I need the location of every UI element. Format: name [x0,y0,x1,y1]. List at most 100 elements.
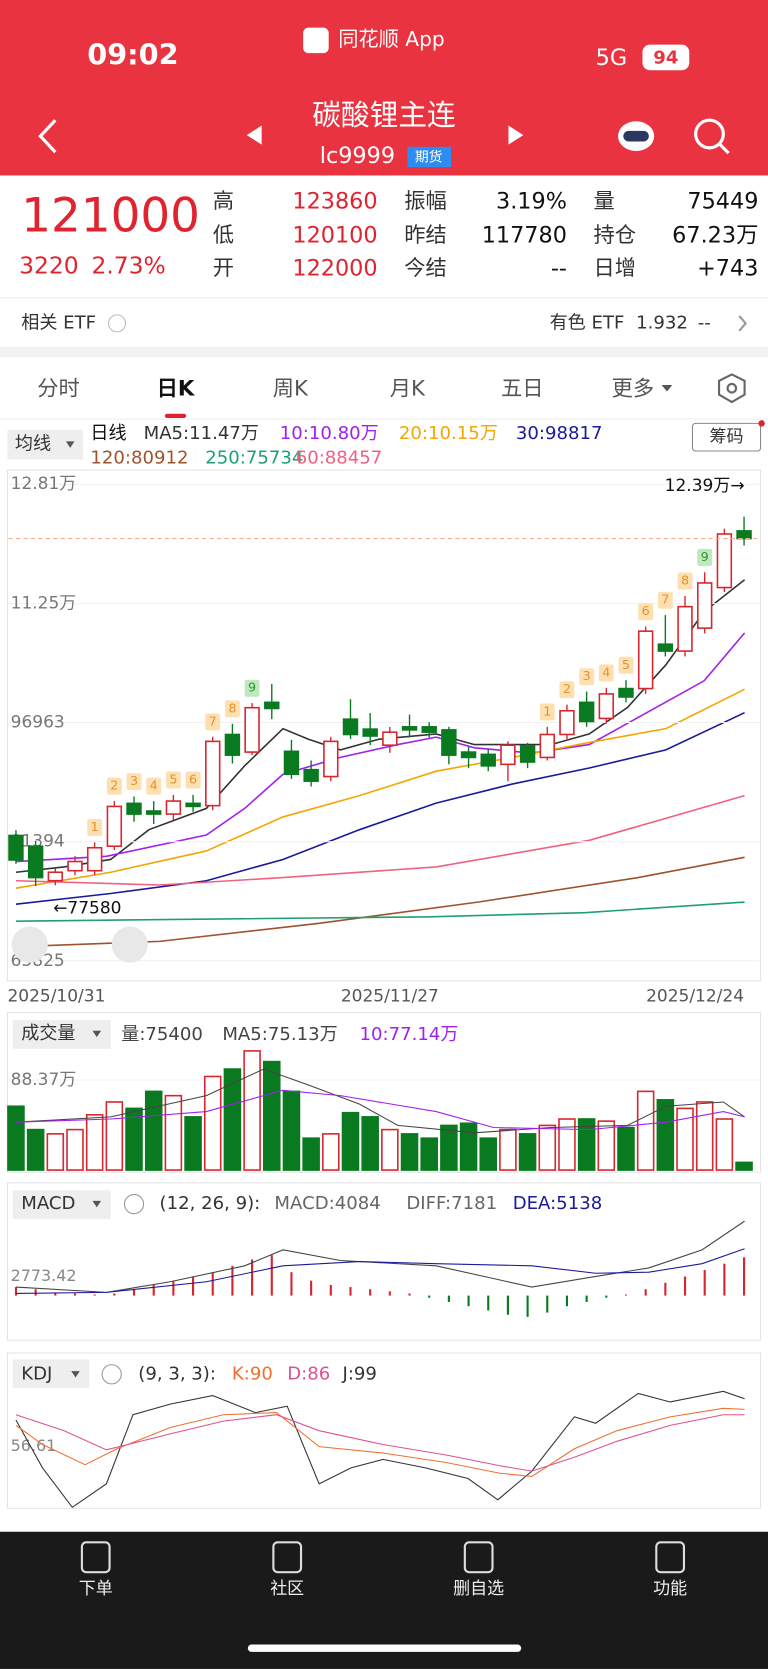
etf-value: 1.932 [636,312,688,333]
volume-bar [499,1128,517,1171]
candle-body [598,693,615,720]
macd-frame [6,1182,762,1341]
volume-bar [715,1118,734,1171]
volume-bar [636,1090,655,1171]
ma-legend-item: 120:80912 [90,447,188,468]
nav-icon[interactable] [463,1541,494,1574]
chip-button[interactable] [691,422,762,452]
ma250 [15,901,745,922]
x-tick-label: 2025/12/24 [646,987,744,1007]
kline: 12.81万11.25万9696381394658251234567891234… [8,474,760,971]
candle-body [637,630,654,690]
field-value: 117780 [482,223,567,249]
td-badge [618,656,634,674]
tab[interactable]: 五日 [501,376,544,401]
fullscreen-button[interactable] [111,926,148,963]
td-badge [598,664,614,682]
td-badge [146,777,162,795]
x-tick-label: 2025/10/31 [7,987,105,1007]
field-label: 开 [213,256,234,281]
volume-bar [243,1050,261,1171]
tag: 期货 [415,148,443,165]
td-count: 2 [110,779,118,794]
macd-selector[interactable] [12,1190,111,1220]
expand-button[interactable] [11,926,48,963]
x-tick-label: 2025/11/27 [341,987,439,1007]
volume-bar [164,1094,183,1171]
volume-selector-label: 成交量 [21,1023,75,1044]
td-badge [87,818,103,837]
volume-selector[interactable] [12,1020,111,1049]
y-tick-label: 11.25万 [11,594,77,614]
macd-params: (12, 26, 9): [160,1193,261,1214]
nav-label[interactable]: 下单 [79,1579,113,1599]
volume-bar [223,1068,242,1171]
kdj-selector-label: KDJ [21,1363,52,1384]
candle-body [67,860,83,872]
td-badge [185,771,201,789]
tab[interactable]: 周K [273,376,309,401]
ma-legend-item: 60:88457 [296,447,383,468]
candle-body [421,726,437,733]
ma30 [15,711,745,905]
ma-lines [15,579,746,948]
k-line [15,1407,745,1477]
nav-icon[interactable] [272,1541,303,1574]
candle-body [86,846,103,872]
volume-bar [7,1105,25,1171]
nav-label[interactable]: 社区 [270,1579,304,1599]
settings-icon[interactable] [717,373,746,404]
help-icon[interactable] [101,1364,122,1385]
candle-body [618,687,634,698]
tabs: 分时 日K 周K 月K 五日 更多 [37,376,673,401]
field-value: +743 [697,256,758,282]
td-badge [559,681,575,699]
td-badge [579,668,595,686]
candle-body [205,740,221,807]
volume-bar [459,1122,478,1171]
candle-body [519,745,536,763]
field-label: 高 [213,189,234,214]
volume-bar [656,1099,675,1171]
help-icon[interactable] [123,1194,145,1215]
volume-bar [302,1137,320,1171]
nav-label[interactable]: 删自选 [453,1579,504,1599]
chevron[interactable] [738,315,748,332]
vol-ma5 [15,1068,745,1134]
status-time: 09:02 [87,37,178,71]
field-value: 67.23万 [672,223,758,249]
ma-legend-item: 日线 [90,423,126,444]
nav-label[interactable]: 功能 [653,1579,687,1599]
td-count: 7 [209,714,217,729]
td-badge [106,777,122,795]
td-count: 4 [602,665,610,680]
etf-name: 有色 ETF [550,312,625,333]
nav-icon[interactable] [655,1541,686,1574]
candle-body [559,709,575,736]
candle-body [27,845,44,879]
help-icon[interactable] [107,314,127,333]
candle-body [539,733,555,759]
kdj-frame [6,1352,762,1509]
tab[interactable]: 日K [157,376,196,401]
prev-button[interactable] [246,125,262,145]
td-count: 1 [91,820,99,835]
back-button[interactable] [38,119,57,154]
tab[interactable]: 更多 [612,376,655,401]
volume-bar [144,1090,163,1171]
candle-body [323,740,339,778]
td-count: 5 [169,773,177,788]
battery-level: 94 [653,48,678,69]
candle-body [185,802,201,808]
td-count: 1 [543,704,551,719]
tab[interactable]: 月K [390,376,426,401]
search-icon[interactable] [694,118,725,150]
nav-icon[interactable] [80,1541,111,1574]
next-button[interactable] [508,125,524,145]
volume-bar [105,1101,124,1171]
td-badge [638,603,654,621]
volume-bar [479,1137,498,1171]
tab[interactable]: 分时 [37,376,80,401]
chip-button-label: 筹码 [710,427,744,447]
app-name: 同花顺 App [338,27,445,51]
